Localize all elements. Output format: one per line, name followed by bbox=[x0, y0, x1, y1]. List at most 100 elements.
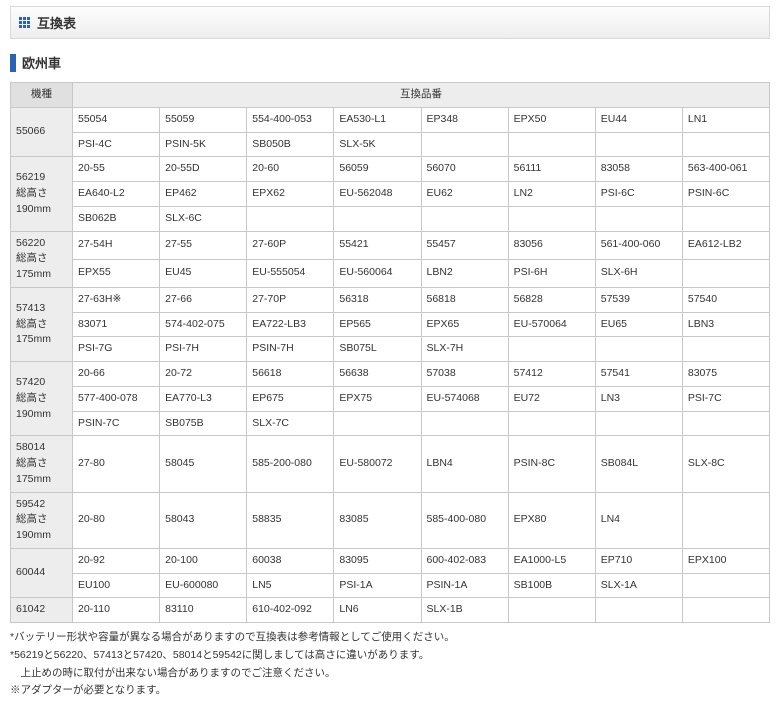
data-cell: 56828 bbox=[508, 287, 595, 312]
model-cell: 56219 総高さ 190mm bbox=[11, 157, 73, 231]
data-cell: LBN4 bbox=[421, 436, 508, 492]
data-cell: EA530-L1 bbox=[334, 107, 421, 132]
data-cell: 56618 bbox=[247, 362, 334, 387]
note-line: ※アダプターが必要となります。 bbox=[10, 682, 770, 699]
data-cell: 27-60P bbox=[247, 231, 334, 259]
data-cell: 585-400-080 bbox=[421, 492, 508, 548]
sub-header: 欧州車 bbox=[10, 53, 770, 72]
data-cell: 27-66 bbox=[160, 287, 247, 312]
data-cell: PSI-7G bbox=[73, 337, 160, 362]
data-cell: 610-402-092 bbox=[247, 598, 334, 623]
data-cell: PSI-7C bbox=[682, 386, 769, 411]
data-cell: LN3 bbox=[595, 386, 682, 411]
data-cell: 56318 bbox=[334, 287, 421, 312]
model-cell: 61042 bbox=[11, 598, 73, 623]
header-parts: 互換品番 bbox=[73, 83, 770, 108]
data-cell: PSI-6C bbox=[595, 182, 682, 207]
sub-title: 欧州車 bbox=[22, 53, 61, 72]
data-cell: 585-200-080 bbox=[247, 436, 334, 492]
data-cell: EU-560064 bbox=[334, 259, 421, 287]
data-cell: 563-400-061 bbox=[682, 157, 769, 182]
data-cell: 574-402-075 bbox=[160, 312, 247, 337]
note-line: *バッテリー形状や容量が異なる場合がありますので互換表は参考情報としてご使用くだ… bbox=[10, 629, 770, 646]
model-cell: 55066 bbox=[11, 107, 73, 157]
data-cell: 55457 bbox=[421, 231, 508, 259]
data-cell: 20-60 bbox=[247, 157, 334, 182]
data-cell: EPX80 bbox=[508, 492, 595, 548]
data-cell bbox=[682, 411, 769, 436]
data-cell: 57541 bbox=[595, 362, 682, 387]
data-cell: 58835 bbox=[247, 492, 334, 548]
data-cell: 83085 bbox=[334, 492, 421, 548]
compat-table: 機種 互換品番 550665505455059554-400-053EA530-… bbox=[10, 82, 770, 623]
data-cell: EA770-L3 bbox=[160, 386, 247, 411]
data-cell: 27-63H※ bbox=[73, 287, 160, 312]
data-cell: PSI-4C bbox=[73, 132, 160, 157]
data-cell: 27-55 bbox=[160, 231, 247, 259]
table-row: 577-400-078EA770-L3EP675EPX75EU-574068EU… bbox=[11, 386, 770, 411]
data-cell: 561-400-060 bbox=[595, 231, 682, 259]
data-cell: 20-55D bbox=[160, 157, 247, 182]
data-cell: 20-110 bbox=[73, 598, 160, 623]
data-cell: LN4 bbox=[595, 492, 682, 548]
data-cell: SLX-6C bbox=[160, 206, 247, 231]
data-cell bbox=[508, 132, 595, 157]
data-cell bbox=[682, 492, 769, 548]
data-cell: 83071 bbox=[73, 312, 160, 337]
data-cell: EU-570064 bbox=[508, 312, 595, 337]
data-cell: LBN3 bbox=[682, 312, 769, 337]
data-cell: EP710 bbox=[595, 548, 682, 573]
data-cell bbox=[247, 206, 334, 231]
data-cell: EA722-LB3 bbox=[247, 312, 334, 337]
data-cell: 20-72 bbox=[160, 362, 247, 387]
data-cell bbox=[508, 598, 595, 623]
data-cell: PSIN-7C bbox=[73, 411, 160, 436]
data-cell: 600-402-083 bbox=[421, 548, 508, 573]
data-cell bbox=[508, 206, 595, 231]
data-cell: 20-55 bbox=[73, 157, 160, 182]
data-cell: EA640-L2 bbox=[73, 182, 160, 207]
data-cell: EP675 bbox=[247, 386, 334, 411]
data-cell: 56070 bbox=[421, 157, 508, 182]
data-cell: LBN2 bbox=[421, 259, 508, 287]
grid-icon bbox=[19, 17, 31, 29]
data-cell bbox=[595, 337, 682, 362]
table-row: EA640-L2EP462EPX62EU-562048EU62LN2PSI-6C… bbox=[11, 182, 770, 207]
data-cell: EPX75 bbox=[334, 386, 421, 411]
data-cell: 57412 bbox=[508, 362, 595, 387]
data-cell: SB084L bbox=[595, 436, 682, 492]
data-cell: PSI-7H bbox=[160, 337, 247, 362]
data-cell: EPX100 bbox=[682, 548, 769, 573]
data-cell: PSIN-8C bbox=[508, 436, 595, 492]
data-cell: EU-555054 bbox=[247, 259, 334, 287]
data-cell bbox=[508, 337, 595, 362]
data-cell: 20-92 bbox=[73, 548, 160, 573]
data-cell bbox=[334, 411, 421, 436]
data-cell: 60038 bbox=[247, 548, 334, 573]
data-cell: 27-70P bbox=[247, 287, 334, 312]
data-cell bbox=[682, 259, 769, 287]
data-cell: 56111 bbox=[508, 157, 595, 182]
model-cell: 57413 総高さ 175mm bbox=[11, 287, 73, 361]
table-row: EPX55EU45EU-555054EU-560064LBN2PSI-6HSLX… bbox=[11, 259, 770, 287]
data-cell: PSI-6H bbox=[508, 259, 595, 287]
table-body: 550665505455059554-400-053EA530-L1EP348E… bbox=[11, 107, 770, 622]
model-cell: 60044 bbox=[11, 548, 73, 598]
data-cell bbox=[682, 206, 769, 231]
data-cell: 20-80 bbox=[73, 492, 160, 548]
data-cell: EU44 bbox=[595, 107, 682, 132]
data-cell: 554-400-053 bbox=[247, 107, 334, 132]
data-cell: 20-66 bbox=[73, 362, 160, 387]
data-cell: 83056 bbox=[508, 231, 595, 259]
data-cell: SLX-5K bbox=[334, 132, 421, 157]
section-header: 互換表 bbox=[10, 6, 770, 39]
table-row: 6104220-11083110610-402-092LN6SLX-1B bbox=[11, 598, 770, 623]
table-row: 56220 総高さ 175mm27-54H27-5527-60P55421554… bbox=[11, 231, 770, 259]
data-cell: LN5 bbox=[247, 573, 334, 598]
blue-bar-icon bbox=[10, 54, 16, 72]
data-cell: EA612-LB2 bbox=[682, 231, 769, 259]
header-model: 機種 bbox=[11, 83, 73, 108]
table-row: PSIN-7CSB075BSLX-7C bbox=[11, 411, 770, 436]
data-cell bbox=[508, 411, 595, 436]
data-cell: PSIN-6C bbox=[682, 182, 769, 207]
